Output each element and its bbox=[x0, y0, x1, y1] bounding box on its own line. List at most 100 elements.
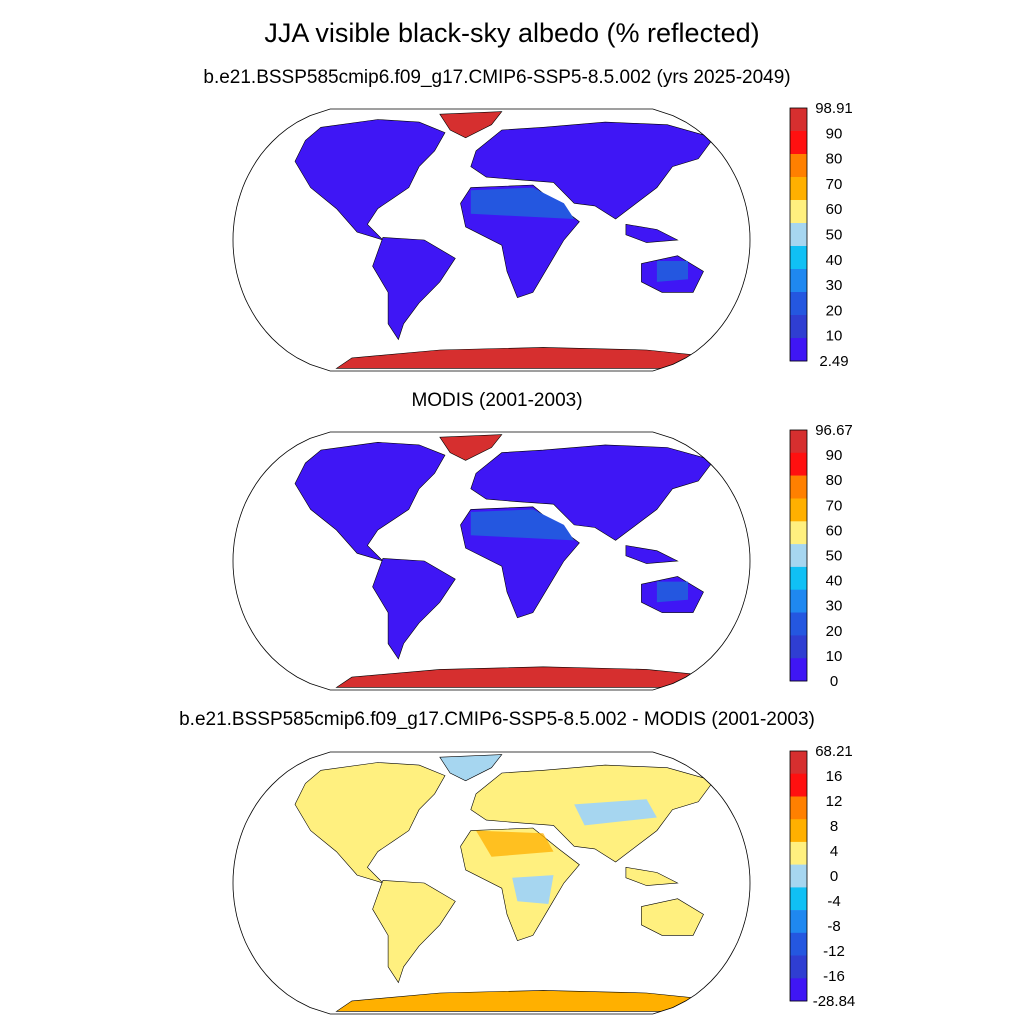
greenland-ice bbox=[439, 111, 503, 139]
colorbar-tick-label: 50 bbox=[826, 548, 843, 565]
colorbar-2: 96.67 90 80 70 60 50 40 30 20 10 0 bbox=[789, 422, 853, 690]
continent-eurasia bbox=[470, 121, 715, 220]
colorbar-tick-label: 80 bbox=[826, 472, 843, 489]
colorbar-swatch bbox=[790, 200, 807, 224]
panel-2-title: MODIS (2001-2003) bbox=[411, 390, 583, 411]
colorbar-tick-label: 4 bbox=[830, 843, 838, 860]
colorbar-tick-label: 96.67 bbox=[815, 422, 853, 439]
colorbar-tick-label: 60 bbox=[826, 522, 843, 539]
continent-seAsia bbox=[625, 223, 679, 243]
map-panel-3 bbox=[232, 751, 751, 1015]
colorbar-swatch bbox=[790, 269, 807, 293]
colorbar-swatch bbox=[790, 589, 807, 613]
colorbar-tick-label: 8 bbox=[830, 818, 838, 835]
colorbar-tick-label: 10 bbox=[826, 648, 843, 665]
colorbar-tick-label: 40 bbox=[826, 252, 843, 269]
map-outline bbox=[232, 751, 751, 1015]
map-outline bbox=[232, 431, 751, 691]
colorbar-swatch bbox=[790, 932, 807, 956]
colorbar-swatch bbox=[790, 223, 807, 247]
colorbar-swatch bbox=[790, 841, 807, 865]
colorbar-tick-label: 0 bbox=[830, 673, 838, 690]
figure-title: JJA visible black-sky albedo (% reflecte… bbox=[264, 18, 760, 48]
colorbar-swatch bbox=[790, 773, 807, 797]
colorbar-tick-label: 20 bbox=[826, 623, 843, 640]
colorbar-tick-label: 68.21 bbox=[815, 743, 853, 760]
colorbar-swatch bbox=[790, 566, 807, 590]
land-layer bbox=[294, 434, 736, 688]
panel-3-title: b.e21.BSSP585cmip6.f09_g17.CMIP6-SSP5-8.… bbox=[179, 709, 815, 730]
colorbar-swatch bbox=[790, 544, 807, 568]
diff-negative-region-africa bbox=[512, 875, 554, 904]
colorbar-swatch bbox=[790, 246, 807, 270]
colorbar-tick-label: -8 bbox=[827, 918, 840, 935]
panel-1-title: b.e21.BSSP585cmip6.f09_g17.CMIP6-SSP5-8.… bbox=[203, 67, 791, 88]
colorbar-swatch bbox=[790, 658, 807, 682]
continent-northAmerica bbox=[294, 441, 446, 562]
map-panel-2 bbox=[232, 431, 751, 691]
colorbar-swatch bbox=[790, 751, 807, 774]
continent-southAmerica bbox=[372, 237, 456, 341]
colorbar-tick-label: 90 bbox=[826, 125, 843, 142]
greenland-ice bbox=[439, 434, 503, 461]
continent-seAsia bbox=[625, 545, 679, 564]
colorbar-swatch bbox=[790, 819, 807, 843]
colorbar-tick-label: 16 bbox=[826, 768, 843, 785]
colorbar-swatch bbox=[790, 521, 807, 545]
colorbar-swatch bbox=[790, 796, 807, 820]
antarctica-diff bbox=[335, 990, 736, 1012]
colorbar-1: 98.91 90 80 70 60 50 40 30 20 10 2.49 bbox=[789, 100, 853, 370]
colorbar-swatch bbox=[790, 315, 807, 339]
colorbar-swatch bbox=[790, 108, 807, 132]
colorbar-tick-label: 30 bbox=[826, 598, 843, 615]
land-layer bbox=[294, 111, 736, 369]
colorbar-tick-label: 0 bbox=[830, 868, 838, 885]
australia-desert-region bbox=[656, 261, 688, 282]
desert-region bbox=[470, 509, 575, 541]
continent-australia bbox=[641, 898, 704, 936]
colorbar-tick-label: 2.49 bbox=[819, 353, 848, 370]
australia-desert-region bbox=[656, 581, 688, 603]
diff-positive-region bbox=[476, 830, 554, 857]
colorbar-tick-label: 90 bbox=[826, 447, 843, 464]
colorbar-tick-label: 70 bbox=[826, 176, 843, 193]
colorbar-tick-label: -28.84 bbox=[813, 993, 856, 1010]
map-panel-1 bbox=[232, 108, 751, 372]
colorbar-frame bbox=[789, 750, 808, 1002]
colorbar-swatch bbox=[790, 452, 807, 476]
continent-seAsia bbox=[625, 866, 679, 886]
continent-northAmerica bbox=[294, 119, 446, 241]
map-outline bbox=[232, 108, 751, 372]
diff-negative-region bbox=[574, 799, 657, 826]
colorbar-3: 68.21 16 12 8 4 0 -4 -8 -12 -16 -28.84 bbox=[789, 743, 856, 1010]
colorbar-swatch bbox=[790, 154, 807, 178]
continent-southAmerica bbox=[372, 558, 456, 660]
land-layer bbox=[294, 754, 736, 1012]
colorbar-swatch bbox=[790, 635, 807, 659]
colorbar-swatch bbox=[790, 910, 807, 934]
colorbar-tick-label: 10 bbox=[826, 328, 843, 345]
colorbar-swatch bbox=[790, 955, 807, 979]
continent-northAmerica bbox=[294, 762, 446, 884]
colorbar-tick-label: -4 bbox=[827, 893, 840, 910]
greenland-diff bbox=[439, 754, 503, 782]
colorbar-swatch bbox=[790, 864, 807, 888]
continent-eurasia bbox=[470, 444, 715, 541]
colorbar-tick-label: 40 bbox=[826, 573, 843, 590]
colorbar-tick-label: 12 bbox=[826, 793, 843, 810]
colorbar-tick-label: 50 bbox=[826, 227, 843, 244]
colorbar-swatch bbox=[790, 292, 807, 316]
colorbar-swatch bbox=[790, 612, 807, 636]
colorbar-swatch bbox=[790, 498, 807, 522]
colorbar-swatch bbox=[790, 475, 807, 499]
colorbar-swatch bbox=[790, 131, 807, 155]
colorbar-swatch bbox=[790, 887, 807, 911]
colorbar-swatch bbox=[790, 978, 807, 1002]
colorbar-swatch bbox=[790, 177, 807, 201]
antarctica-ice bbox=[335, 347, 736, 369]
colorbar-tick-label: 80 bbox=[826, 151, 843, 168]
desert-region bbox=[470, 187, 575, 219]
colorbar-tick-label: -12 bbox=[823, 943, 845, 960]
colorbar-tick-label: 60 bbox=[826, 201, 843, 218]
